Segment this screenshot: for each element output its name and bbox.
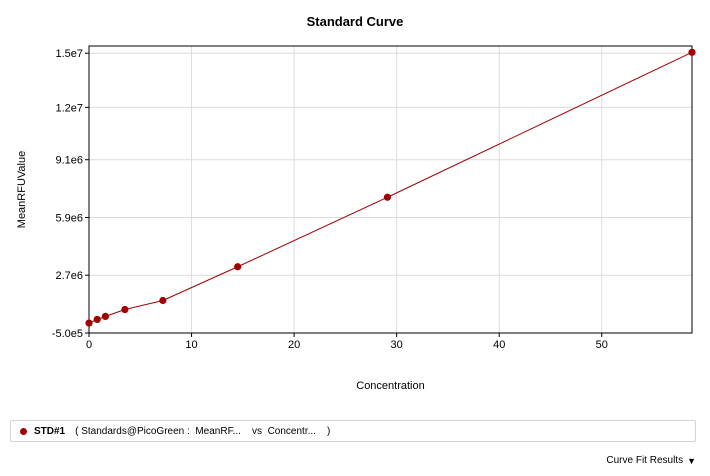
data-point[interactable] — [101, 312, 110, 320]
grid-lines — [89, 46, 692, 333]
data-point[interactable] — [383, 193, 392, 201]
y-tick-label: 5.9e6 — [55, 212, 83, 224]
axis-ticks: 0 10 20 30 40 50 -5.0e5 2.7e6 5.9e6 9.1e6 1.2e7 1.5… — [52, 48, 608, 351]
x-tick-label: 10 — [185, 339, 197, 351]
data-point[interactable] — [159, 296, 167, 305]
curve-fit-results-toggle[interactable]: Curve Fit Results ▼ — [606, 455, 696, 466]
curve-fit-results-label: Curve Fit Results — [606, 455, 684, 466]
series-points-layer — [85, 48, 696, 327]
x-tick-label: 0 — [86, 339, 92, 351]
y-tick-label: 1.2e7 — [55, 102, 83, 114]
y-axis-label: MeanRFUValue — [16, 151, 28, 228]
legend[interactable]: STD#1 ( Standards@PicoGreen : MeanRF... … — [10, 420, 696, 442]
y-tick-label: 1.5e7 — [55, 48, 83, 60]
x-tick-label: 20 — [288, 339, 300, 351]
y-tick-label: -5.0e5 — [52, 328, 83, 340]
data-point[interactable] — [234, 263, 242, 271]
data-point[interactable] — [688, 48, 696, 56]
standard-curve-chart: 0 10 20 30 40 50 -5.0e5 2.7e6 5.9e6 9.1e6 1.2e7 1.5… — [16, 45, 696, 392]
data-point[interactable] — [121, 305, 129, 314]
legend-series-description: ( Standards@PicoGreen : MeanRF... vs Con… — [75, 425, 331, 437]
y-tick-label: 2.7e6 — [55, 270, 83, 282]
x-tick-label: 50 — [596, 339, 608, 351]
y-tick-label: 9.1e6 — [55, 155, 83, 167]
x-tick-label: 30 — [391, 339, 403, 351]
legend-series-name: STD#1 — [34, 425, 66, 437]
plot-area-frame — [88, 45, 693, 334]
data-point[interactable] — [85, 319, 93, 327]
x-tick-label: 40 — [493, 339, 505, 351]
data-point[interactable] — [93, 315, 101, 324]
legend-marker-icon — [20, 427, 27, 435]
x-axis-label: Concentration — [356, 380, 425, 392]
chart-title: Standard Curve — [306, 14, 404, 29]
triangle-down-icon: ▼ — [687, 455, 696, 466]
